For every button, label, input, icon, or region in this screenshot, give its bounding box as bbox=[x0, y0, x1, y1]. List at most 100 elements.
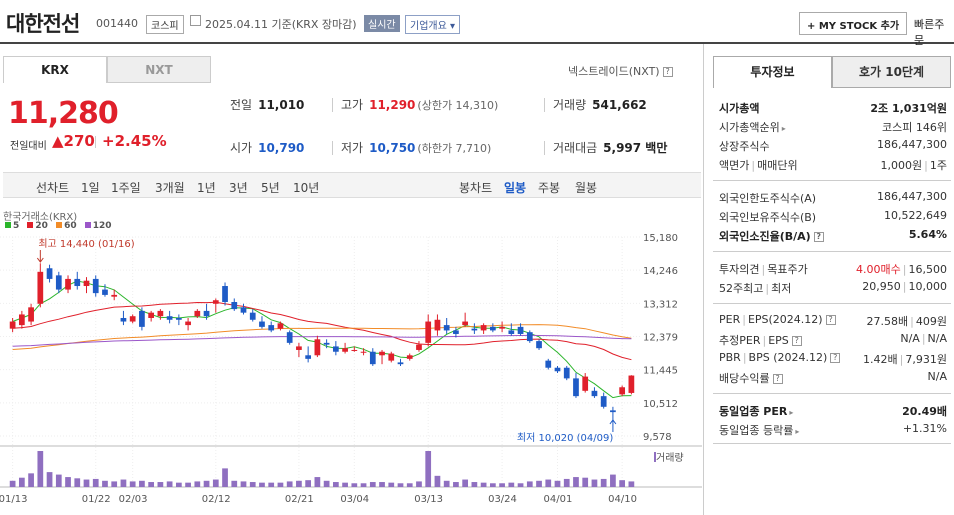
x-tick-label: 02/03 bbox=[119, 494, 148, 505]
divider bbox=[713, 303, 951, 304]
prev-close-label: 전일 bbox=[230, 98, 253, 112]
volume-bar bbox=[554, 480, 561, 487]
foreign-hold-value: 10,522,649 bbox=[884, 209, 947, 222]
tab-invest-info[interactable]: 투자정보 bbox=[713, 56, 832, 88]
volume-bar bbox=[18, 477, 25, 487]
volume-bar bbox=[259, 482, 265, 487]
eps-value: 409원 bbox=[915, 315, 947, 328]
volume-bar bbox=[92, 478, 99, 487]
volume-bar bbox=[582, 477, 589, 487]
candle-weekly[interactable]: 주봉 bbox=[538, 181, 561, 195]
down-arrow-icon bbox=[36, 250, 44, 263]
quick-order-link[interactable]: 빠른주문 bbox=[914, 18, 945, 47]
period-1y[interactable]: 1년 bbox=[197, 181, 216, 195]
candle-body bbox=[231, 302, 238, 310]
legend-ma20-label: 20 bbox=[35, 221, 48, 231]
x-tick-label: 03/04 bbox=[340, 494, 369, 505]
nextrade-link[interactable]: 넥스트레이드(NXT)? bbox=[568, 63, 673, 79]
candle-body bbox=[222, 286, 228, 303]
help-icon[interactable]: ? bbox=[813, 232, 824, 242]
volume-bar bbox=[332, 482, 339, 487]
line-chart-label: 선차트 bbox=[36, 181, 70, 195]
tab-orderbook[interactable]: 호가 10단계 bbox=[832, 56, 951, 88]
period-5y[interactable]: 5년 bbox=[261, 181, 280, 195]
candle-body bbox=[37, 271, 44, 304]
period-1w[interactable]: 1주일 bbox=[111, 181, 141, 195]
candle-body bbox=[480, 325, 487, 331]
panel-divider bbox=[703, 44, 704, 515]
legend-ma20: 20 bbox=[27, 221, 48, 231]
volume-bar bbox=[65, 477, 71, 487]
industry-change-label: 동일업종 등락률 bbox=[719, 424, 794, 437]
help-icon[interactable]: ? bbox=[772, 374, 783, 384]
chevron-right-icon[interactable]: ▸ bbox=[781, 124, 786, 133]
candle-body bbox=[65, 278, 71, 290]
company-overview-button[interactable]: 기업개요 ▾ bbox=[405, 15, 461, 34]
candle-body bbox=[499, 326, 505, 329]
shares-value: 186,447,300 bbox=[877, 138, 947, 151]
period-1d[interactable]: 1일 bbox=[81, 181, 100, 195]
ma60-line bbox=[12, 324, 632, 350]
help-icon[interactable]: ? bbox=[830, 353, 841, 363]
foreign-ratio-row: 외국인소진율(B/A)? 5.64% bbox=[719, 226, 947, 244]
candlestick-chart[interactable]: 15,180 14,246 13,312 12,379 11,445 10,512 9,57… bbox=[0, 205, 702, 515]
volume-bar bbox=[480, 482, 487, 487]
help-icon[interactable]: ? bbox=[791, 336, 802, 346]
low-label: 저가 bbox=[341, 141, 364, 155]
period-10y[interactable]: 10년 bbox=[293, 181, 320, 195]
chevron-right-icon[interactable]: ▸ bbox=[789, 408, 794, 417]
high-annotation: 최고 14,440 (01/16) bbox=[38, 238, 134, 250]
help-icon[interactable]: ? bbox=[825, 315, 836, 325]
est-per-label: 추정PER bbox=[719, 334, 761, 347]
candle-body bbox=[526, 332, 533, 342]
market-cap-label: 시가총액 bbox=[719, 102, 760, 115]
volume-bar bbox=[369, 482, 376, 487]
market-badge: 코스피 bbox=[146, 15, 184, 34]
right-tabs: 투자정보 호가 10단계 bbox=[713, 56, 951, 88]
help-icon[interactable]: ? bbox=[662, 67, 673, 77]
volume-bar bbox=[166, 481, 173, 487]
industry-change-row: 동일업종 등락률 ▸ +1.31% bbox=[719, 420, 947, 438]
candle-daily[interactable]: 일봉 bbox=[504, 181, 527, 195]
high-price: 고가 11,290 (상한가 14,310) bbox=[341, 96, 498, 113]
volume-bar bbox=[591, 479, 598, 487]
y-tick-label: 15,180 bbox=[643, 233, 678, 244]
candle-monthly[interactable]: 월봉 bbox=[575, 181, 598, 195]
candle-body bbox=[18, 314, 25, 326]
volume-bar bbox=[619, 480, 626, 487]
company-overview-label: 기업개요 bbox=[410, 21, 447, 32]
candle-body bbox=[517, 326, 524, 334]
52w-row: 52주최고 | 최저 20,950 | 10,000 bbox=[719, 280, 947, 295]
candle-body bbox=[323, 342, 330, 345]
volume-bar bbox=[83, 479, 90, 487]
candle-body bbox=[175, 317, 182, 320]
foreign-hold-row: 외국인보유주식수(B) 10,522,649 bbox=[719, 207, 947, 225]
chart-source: 한국거래소(KRX) bbox=[3, 212, 78, 223]
chevron-right-icon[interactable]: ▸ bbox=[795, 427, 800, 436]
period-3y[interactable]: 3년 bbox=[229, 181, 248, 195]
price-change-percent: +2.45% bbox=[102, 132, 167, 150]
candle-body bbox=[351, 349, 358, 351]
x-tick-label: 02/21 bbox=[285, 494, 314, 505]
exchange-tabs: KRX NXT bbox=[3, 56, 212, 83]
candle-body bbox=[259, 321, 265, 327]
high-label: 고가 bbox=[341, 98, 364, 112]
x-tick-label: 04/01 bbox=[544, 494, 573, 505]
candle-body bbox=[462, 321, 469, 326]
per-label: PER bbox=[719, 313, 741, 326]
volume-bar bbox=[563, 478, 570, 487]
candle-body bbox=[388, 353, 395, 361]
tab-krx[interactable]: KRX bbox=[3, 56, 107, 83]
candle-body bbox=[120, 317, 127, 322]
market-cap-rank-row: 시가총액순위 ▸ 코스피 146위 bbox=[719, 117, 947, 135]
my-stock-add-button[interactable]: + MY STOCK 추가 bbox=[799, 12, 908, 35]
tab-nxt[interactable]: NXT bbox=[107, 56, 211, 83]
opinion-label: 투자의견 bbox=[719, 263, 760, 276]
ma-legend: 5 20 60 120 bbox=[5, 221, 117, 231]
chevron-down-icon: ▾ bbox=[450, 21, 456, 32]
candle-body bbox=[536, 341, 542, 349]
candle-body bbox=[416, 344, 422, 350]
target-label: 목표주가 bbox=[767, 263, 808, 276]
period-3m[interactable]: 3개월 bbox=[155, 181, 185, 195]
realtime-button[interactable]: 실시간 bbox=[364, 15, 400, 32]
